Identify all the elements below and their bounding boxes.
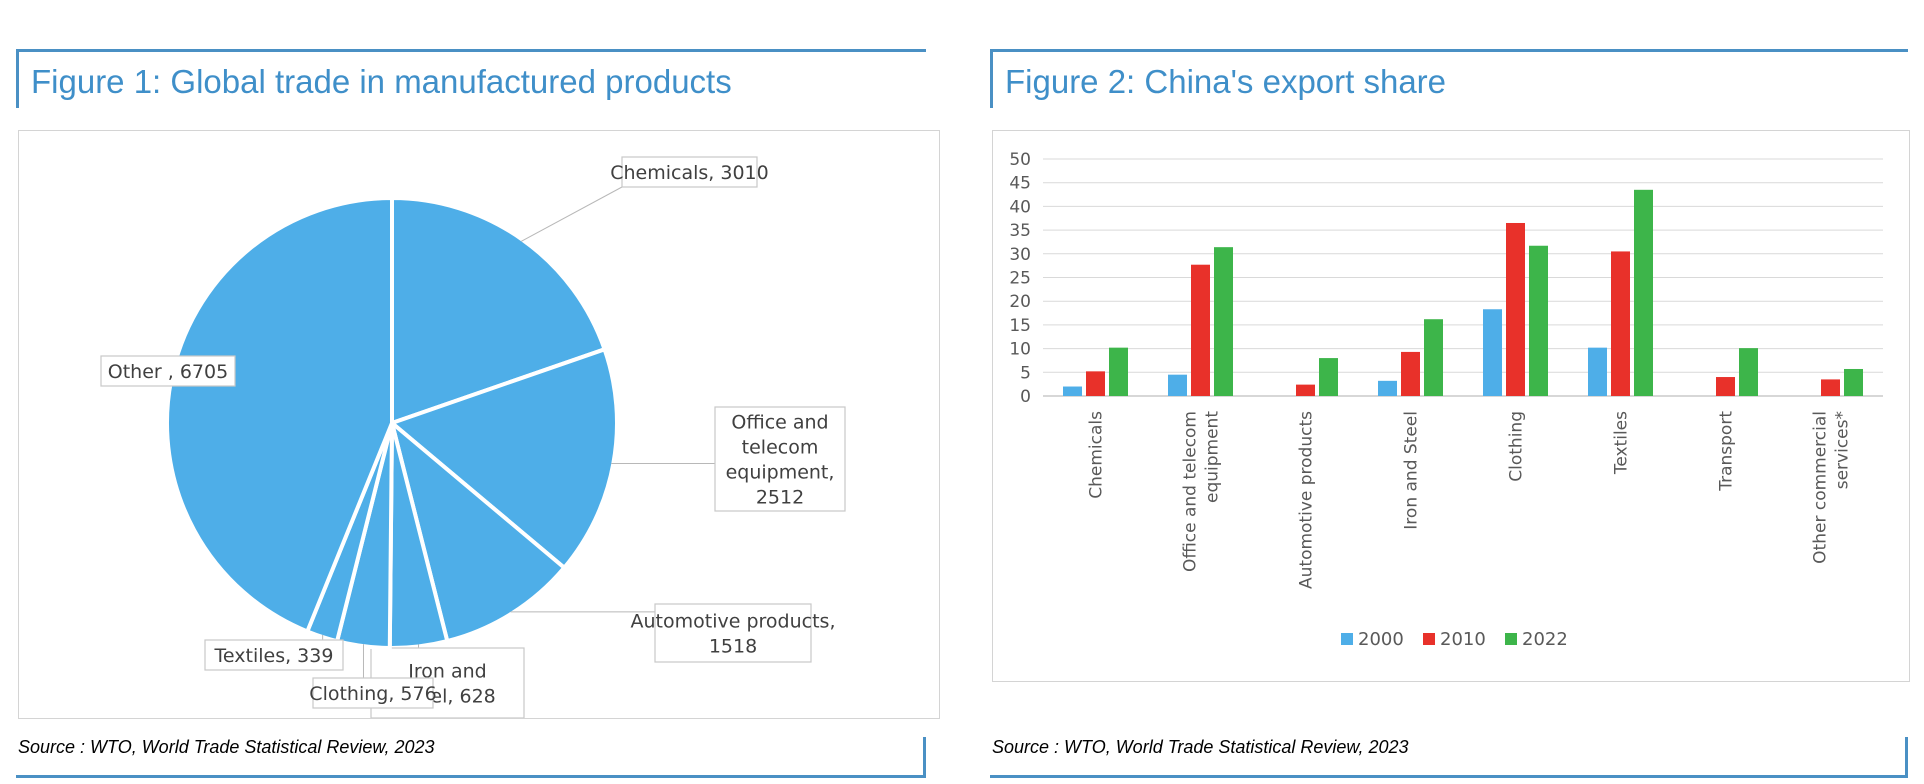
bar-chemicals-2022 bbox=[1109, 347, 1128, 396]
figure1-panel: Figure 1: Global trade in manufactured p… bbox=[0, 0, 942, 784]
svg-text:Other , 6705: Other , 6705 bbox=[108, 361, 228, 383]
legend: 2000 2010 2022 bbox=[1341, 629, 1568, 650]
x-tick-label-iron-and-steel: Iron and Steel bbox=[1402, 411, 1422, 530]
data-label-office-and-telecom-equipment: Office and telecom equipment, 2512 bbox=[714, 406, 846, 512]
y-tick-label: 15 bbox=[1009, 316, 1031, 336]
x-tick-label-other-commercial-services: Other commercial services* bbox=[1811, 411, 1853, 564]
data-label-clothing: Clothing, 576 bbox=[309, 677, 437, 709]
y-tick-label: 10 bbox=[1009, 340, 1031, 360]
svg-text:Clothing, 576: Clothing, 576 bbox=[309, 683, 436, 705]
y-tick-label: 40 bbox=[1009, 197, 1031, 217]
data-label-other: Other , 6705 bbox=[100, 355, 236, 387]
svg-text:Chemicals, 3010: Chemicals, 3010 bbox=[610, 162, 769, 184]
bar-office-and-telecom-equipment-2022 bbox=[1214, 247, 1233, 396]
bar-iron-and-steel-2000 bbox=[1378, 380, 1397, 396]
bar-transport-2010 bbox=[1716, 377, 1735, 396]
y-tick-label: 50 bbox=[1009, 150, 1031, 170]
figure2-header-tick bbox=[990, 49, 993, 108]
x-tick-label-automotive-products: Automotive products bbox=[1297, 411, 1317, 589]
bar-chemicals-2000 bbox=[1063, 386, 1082, 396]
legend-label-2022: 2022 bbox=[1522, 629, 1568, 650]
bar-textiles-2010 bbox=[1611, 251, 1630, 396]
x-tick-label-chemicals: Chemicals bbox=[1087, 411, 1107, 499]
y-tick-label: 25 bbox=[1009, 269, 1031, 289]
x-tick-label-office-and-telecom-equipment: Office and telecom equipment bbox=[1181, 411, 1223, 572]
legend-swatch-2000 bbox=[1341, 633, 1353, 645]
data-label-iron-and-steel: Iron and Steel, 628 bbox=[370, 647, 525, 719]
bar-clothing-2010 bbox=[1506, 222, 1525, 396]
x-tick-label-clothing: Clothing bbox=[1507, 411, 1527, 482]
bar-textiles-2022 bbox=[1634, 189, 1653, 396]
figure1-title: Figure 1: Global trade in manufactured p… bbox=[31, 63, 732, 100]
y-tick-label: 30 bbox=[1009, 245, 1031, 265]
figure2-header-rule bbox=[990, 49, 1908, 52]
bar-clothing-2022 bbox=[1529, 245, 1548, 396]
data-label-automotive-products: Automotive products, 1518 bbox=[631, 603, 836, 663]
legend-swatch-2022 bbox=[1505, 633, 1517, 645]
pie-chart: Chemicals, 3010 Office and telecom equipmen… bbox=[100, 156, 846, 719]
figure2-title: Figure 2: China's export share bbox=[1005, 63, 1447, 100]
x-tick-label-textiles: Textiles bbox=[1612, 411, 1632, 475]
bar-office-and-telecom-equipment-2010 bbox=[1191, 264, 1210, 396]
bar-other-commercial-services-2022 bbox=[1844, 368, 1863, 396]
legend-swatch-2010 bbox=[1423, 633, 1435, 645]
y-tick-label: 45 bbox=[1009, 174, 1031, 194]
figure2-footer-tick bbox=[1905, 737, 1908, 778]
bar-iron-and-steel-2022 bbox=[1424, 319, 1443, 396]
legend-label-2000: 2000 bbox=[1358, 629, 1404, 650]
svg-text:Automotive products,1518: Automotive products, 1518 bbox=[631, 611, 836, 658]
figure2-source: Source : WTO, World Trade Statistical Re… bbox=[992, 737, 1409, 757]
bar-clothing-2000 bbox=[1483, 309, 1502, 396]
leader-line-chemicals bbox=[521, 186, 623, 242]
bar-transport-2022 bbox=[1739, 348, 1758, 396]
bar-textiles-2000 bbox=[1588, 347, 1607, 396]
y-tick-label: 5 bbox=[1020, 363, 1031, 383]
figure1-chart-frame: Chemicals, 3010 Office and telecom equipmen… bbox=[18, 130, 940, 719]
y-tick-label: 0 bbox=[1020, 387, 1031, 407]
legend-label-2010: 2010 bbox=[1440, 629, 1486, 650]
figure2-chart-frame: 0 5 10 15 20 25 30 35 40 45 50 Chemicals Office and … bbox=[992, 130, 1910, 682]
bar-iron-and-steel-2010 bbox=[1401, 351, 1420, 396]
bar-other-commercial-services-2010 bbox=[1821, 379, 1840, 396]
y-tick-label: 20 bbox=[1009, 292, 1031, 312]
bar-chart: 0 5 10 15 20 25 30 35 40 45 50 Chemicals Office and … bbox=[1009, 150, 1883, 650]
svg-text:Textiles, 339: Textiles, 339 bbox=[214, 645, 334, 667]
figure1-header-rule bbox=[16, 49, 926, 52]
data-label-chemicals: Chemicals, 3010 bbox=[610, 156, 769, 188]
bar-office-and-telecom-equipment-2000 bbox=[1168, 374, 1187, 396]
figure2-panel: Figure 2: China's export share 0 5 10 15 20 2… bbox=[974, 0, 1924, 784]
figure1-header-tick bbox=[16, 49, 19, 108]
figure2-footer-rule bbox=[990, 775, 1908, 778]
bar-chemicals-2010 bbox=[1086, 371, 1105, 396]
x-tick-label-transport: Transport bbox=[1717, 411, 1737, 492]
y-tick-label: 35 bbox=[1009, 221, 1031, 241]
bar-automotive-products-2010 bbox=[1296, 384, 1315, 396]
figure1-footer-tick bbox=[923, 737, 926, 778]
figure1-source: Source : WTO, World Trade Statistical Re… bbox=[18, 737, 435, 757]
data-label-textiles: Textiles, 339 bbox=[204, 639, 344, 671]
bar-automotive-products-2022 bbox=[1319, 358, 1338, 396]
figure1-footer-rule bbox=[16, 775, 926, 778]
